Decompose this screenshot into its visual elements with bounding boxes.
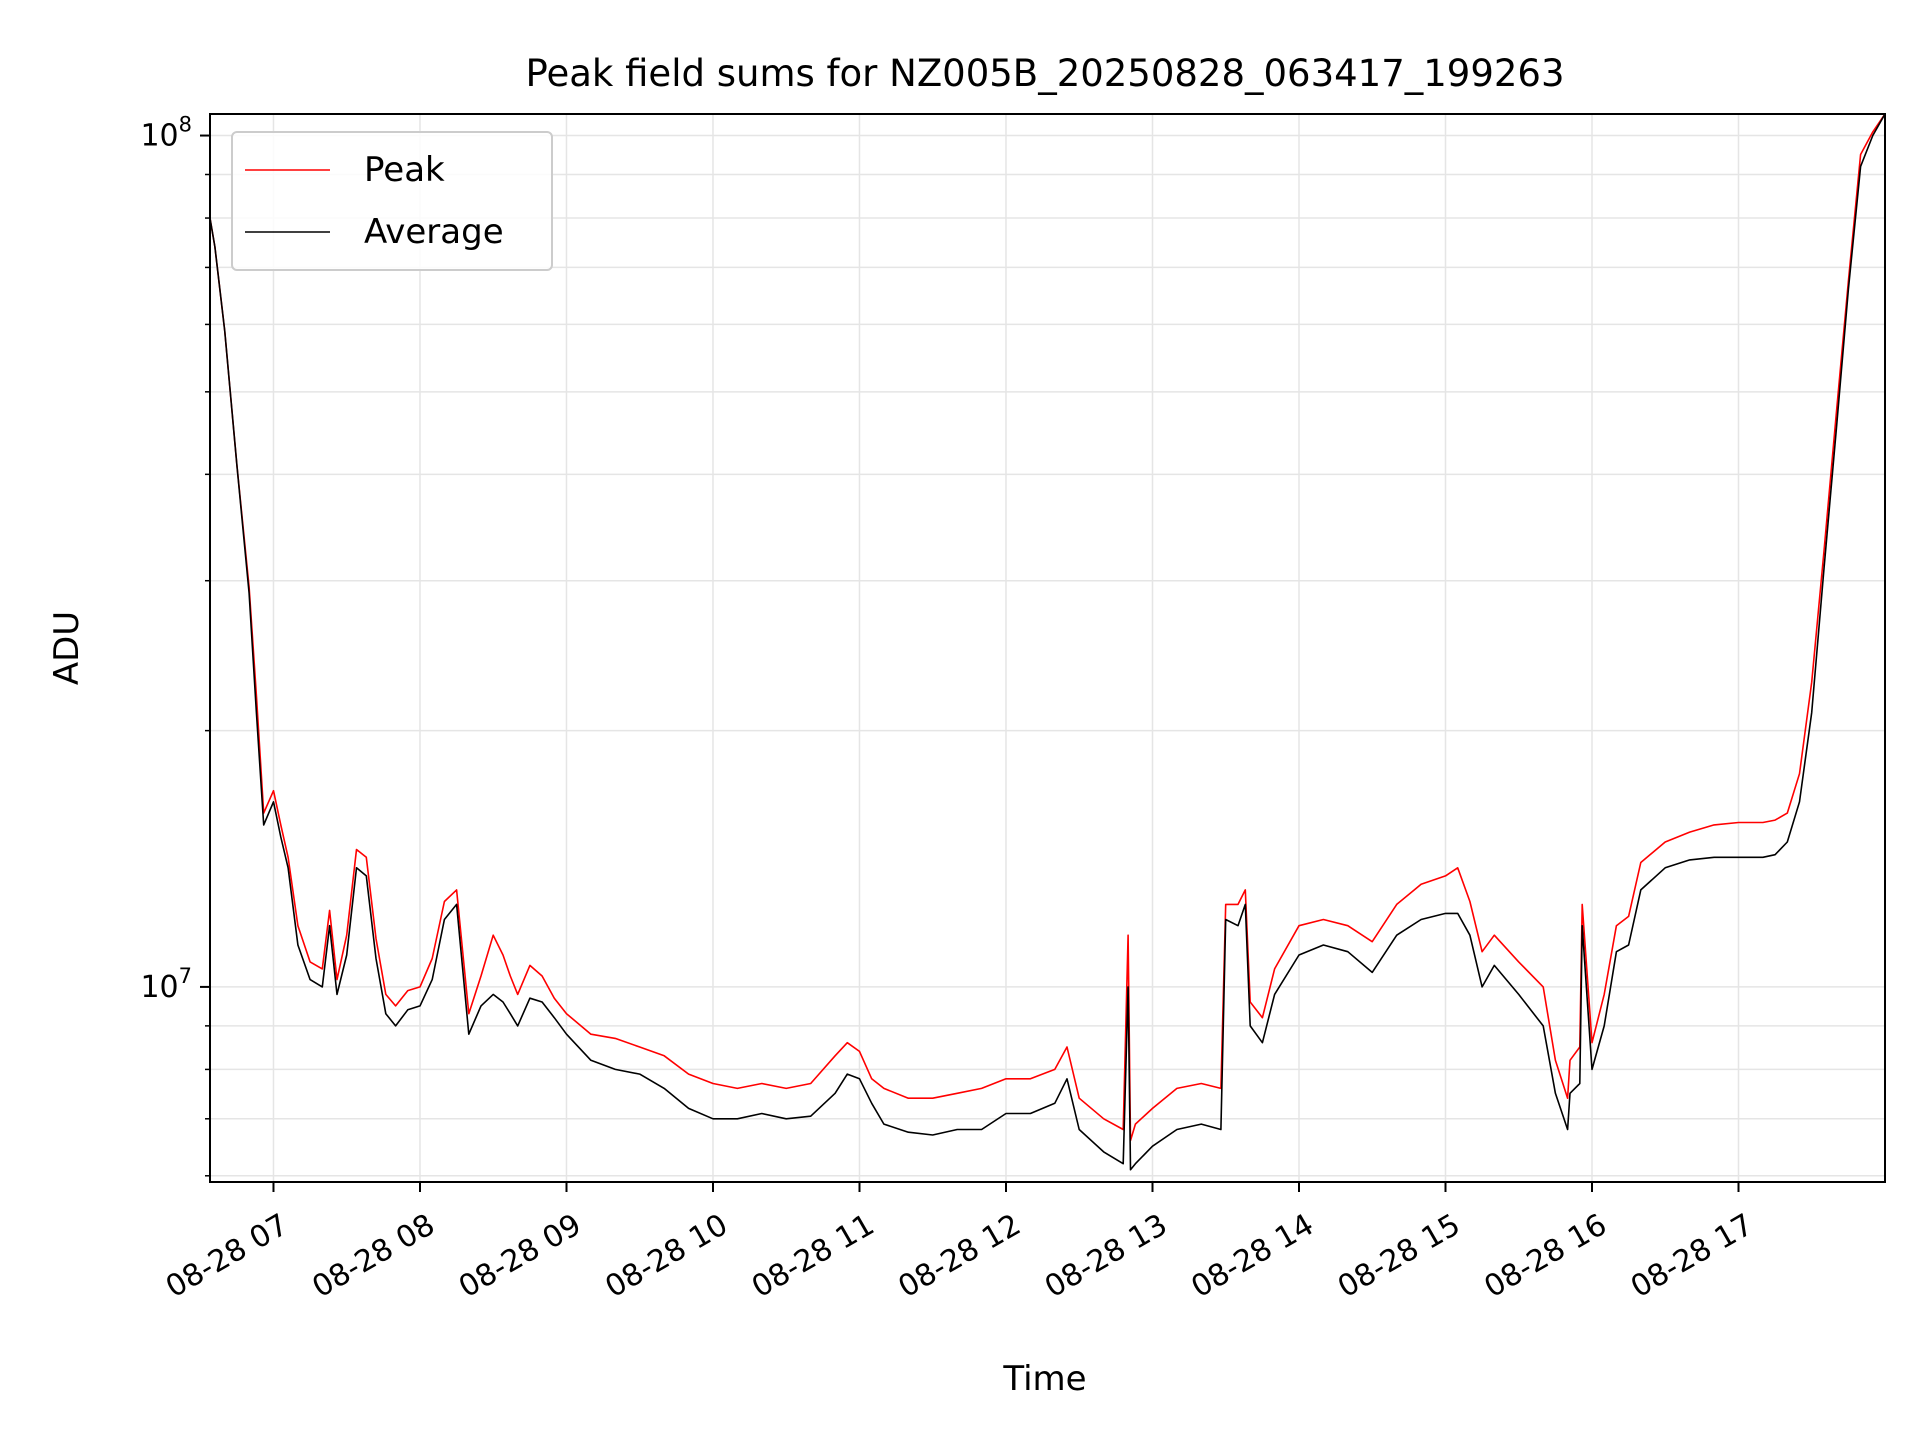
y-axis-label: ADU bbox=[47, 611, 87, 685]
legend-label-average: Average bbox=[364, 212, 504, 252]
legend-box bbox=[231, 131, 553, 271]
series-line-average bbox=[209, 113, 1886, 1171]
legend: Peak Average bbox=[231, 131, 553, 271]
legend-label-peak: Peak bbox=[364, 150, 445, 190]
y-axis-ticks: 107 108 bbox=[140, 113, 210, 1177]
chart-title: Peak field sums for NZ005B_20250828_0634… bbox=[526, 52, 1565, 95]
series-line-peak bbox=[209, 113, 1886, 1142]
grid-lines bbox=[210, 114, 1885, 1182]
series-layer bbox=[209, 113, 1886, 1171]
y-tick-label: 108 bbox=[140, 113, 192, 154]
y-tick-label: 107 bbox=[140, 964, 192, 1005]
plot-frame bbox=[209, 113, 1886, 1183]
x-axis-label: Time bbox=[1002, 1359, 1086, 1399]
